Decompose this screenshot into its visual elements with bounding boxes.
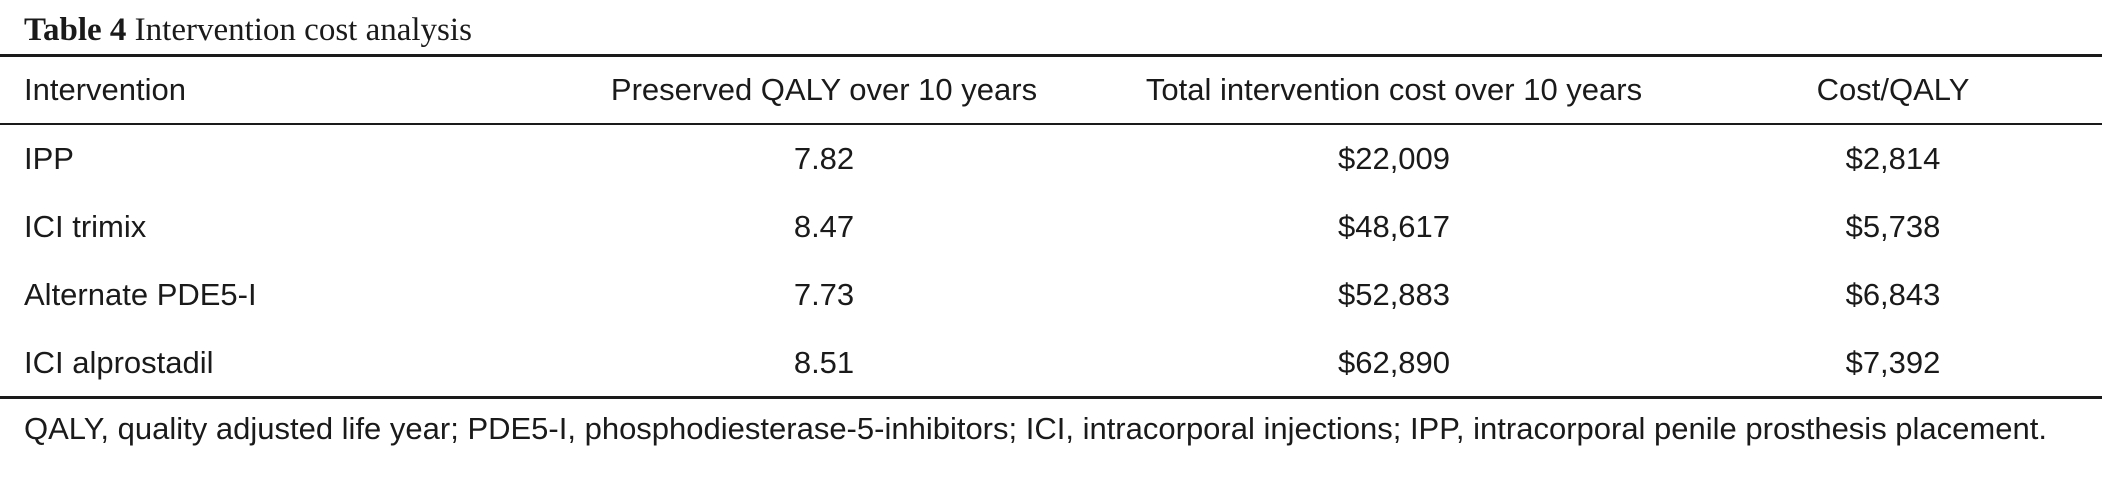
intervention-cell: IPP [24,141,74,176]
cost-analysis-table: Intervention Preserved QALY over 10 year… [0,57,2102,397]
preserved-qaly-cell: 7.82 [793,141,855,176]
column-header-total-cost: Total intervention cost over 10 years [1145,72,1643,107]
intervention-cell: ICI alprostadil [24,345,214,380]
table-footnote: QALY, quality adjusted life year; PDE5-I… [24,411,2047,446]
intervention-cell: Alternate PDE5-I [24,277,257,312]
cost-per-qaly-cell: $6,843 [1845,277,1941,312]
total-cost-cell: $52,883 [1337,277,1451,312]
top-rule [0,54,2102,57]
table-title: Intervention cost analysis [134,12,472,48]
intervention-cell: ICI trimix [24,209,147,244]
table-row: Alternate PDE5-I 7.73 $52,883 $6,843 [0,261,2102,329]
table-header-row: Intervention Preserved QALY over 10 year… [0,57,2102,123]
preserved-qaly-cell: 7.73 [793,277,855,312]
preserved-qaly-cell: 8.51 [793,345,855,380]
cost-per-qaly-cell: $2,814 [1845,141,1941,176]
column-header-preserved-qaly: Preserved QALY over 10 years [610,72,1038,107]
table-caption: Table 4 Intervention cost analysis [24,8,472,52]
table-row: IPP 7.82 $22,009 $2,814 [0,123,2102,193]
column-header-cost-per-qaly: Cost/QALY [1816,72,1970,107]
table-row: ICI trimix 8.47 $48,617 $5,738 [0,193,2102,261]
total-cost-cell: $22,009 [1337,141,1451,176]
total-cost-cell: $48,617 [1337,209,1451,244]
column-header-intervention: Intervention [24,72,186,107]
header-rule [0,123,2102,125]
table-row: ICI alprostadil 8.51 $62,890 $7,392 [0,329,2102,397]
total-cost-cell: $62,890 [1337,345,1451,380]
table-number: Table 4 [24,12,127,48]
cost-per-qaly-cell: $5,738 [1845,209,1941,244]
bottom-rule [0,396,2102,399]
preserved-qaly-cell: 8.47 [793,209,855,244]
cost-per-qaly-cell: $7,392 [1845,345,1941,380]
